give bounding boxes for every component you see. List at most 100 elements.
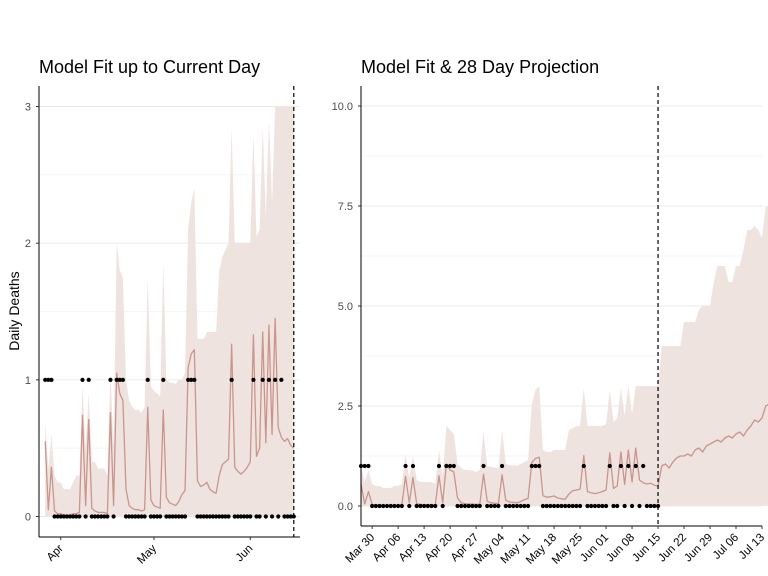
left-observed-point [204, 514, 209, 519]
left-observed-point [257, 514, 262, 519]
left-observed-point [130, 514, 135, 519]
right-x-tick-label: Mar 30 [343, 532, 377, 566]
left-observed-point [108, 377, 113, 382]
right-observed-point [373, 503, 378, 509]
left-observed-point [55, 514, 60, 519]
left-observed-points [43, 377, 296, 519]
right-observed-point [503, 503, 508, 509]
right-observed-point [626, 463, 631, 469]
left-y-tick-label: 1 [25, 375, 31, 387]
left-observed-point [173, 514, 178, 519]
right-observed-point [462, 503, 468, 509]
right-x-tick-label: Jun 22 [656, 532, 689, 565]
left-observed-point [176, 514, 181, 519]
left-observed-point [186, 377, 191, 382]
right-observed-point [414, 503, 419, 509]
right-observed-point [540, 503, 546, 509]
left-observed-point [71, 514, 76, 519]
right-observed-point [459, 503, 464, 509]
left-median-line [44, 317, 295, 516]
right-observed-point [548, 503, 553, 509]
right-x-tick-label: Jun 08 [604, 532, 637, 565]
left-observed-point [254, 514, 259, 519]
right-observed-point [381, 503, 386, 509]
right-observed-point [425, 503, 430, 509]
right-observed-point [455, 503, 460, 509]
right-observed-point [477, 503, 482, 509]
right-x-tick-label: Apr 06 [371, 532, 403, 564]
left-observed-point [279, 377, 284, 382]
left-observed-point [170, 514, 175, 519]
right-observed-point [448, 463, 453, 469]
right-observed-point [451, 463, 456, 469]
right-observed-point [384, 503, 390, 509]
right-observed-point [466, 503, 471, 509]
right-observed-point [533, 463, 538, 469]
right-x-tick-label: Jun 29 [682, 532, 715, 565]
left-axes [38, 86, 300, 538]
right-x-tick-label: Apr 13 [397, 532, 429, 564]
right-y-tick-label: 0.0 [338, 501, 353, 513]
left-observed-point [158, 514, 163, 519]
left-observed-point [229, 377, 234, 382]
right-observed-point [392, 503, 397, 509]
left-observed-point [266, 377, 272, 382]
left-observed-point [148, 514, 153, 519]
right-observed-point [488, 503, 494, 509]
left-observed-point [282, 514, 287, 519]
left-observed-point [195, 514, 200, 519]
right-observed-point [566, 503, 572, 509]
right-observed-point [499, 463, 505, 469]
right-x-tick-label: Jul 06 [711, 532, 741, 562]
right-observed-point [418, 503, 423, 509]
right-observed-point [410, 463, 416, 469]
right-observed-point [633, 463, 638, 469]
left-observed-point [220, 514, 225, 519]
left-observed-point [269, 514, 275, 519]
right-interval-band [361, 206, 768, 506]
right-observed-point [600, 503, 605, 509]
left-observed-point [251, 377, 256, 382]
left-observed-point [263, 514, 268, 519]
left-observed-point [238, 514, 244, 519]
left-observed-point [83, 514, 88, 519]
left-observed-point [142, 514, 147, 519]
right-credible-interval [361, 206, 768, 506]
right-observed-points [358, 463, 661, 509]
right-observed-point [574, 503, 579, 509]
left-y-tick-label: 2 [25, 238, 31, 250]
left-observed-point [74, 514, 79, 519]
right-observed-point [429, 503, 434, 509]
left-observed-point [210, 514, 216, 519]
left-observed-point [248, 514, 253, 519]
left-observed-point [241, 514, 247, 519]
left-observed-point [245, 514, 250, 519]
left-observed-point [285, 514, 290, 519]
right-observed-point [652, 503, 657, 509]
left-observed-point [92, 514, 98, 519]
right-observed-point [648, 503, 653, 509]
left-observed-point [58, 514, 63, 519]
right-observed-point [611, 503, 616, 509]
left-observed-point [223, 514, 228, 519]
right-observed-point [407, 503, 412, 509]
left-observed-point [235, 514, 240, 519]
left-observed-point [161, 377, 166, 382]
right-observed-point [596, 503, 601, 509]
left-observed-point [123, 514, 129, 519]
right-observed-point [388, 503, 393, 509]
left-observed-point [43, 377, 48, 382]
left-observed-point [46, 377, 51, 382]
right-y-ticks: 0.0 2.5 5.0 7.5 10.0 [332, 101, 361, 513]
left-observed-point [260, 377, 265, 382]
left-observed-point [114, 377, 119, 382]
right-observed-point [481, 463, 486, 469]
right-observed-point [525, 503, 531, 509]
right-observed-point [603, 503, 609, 509]
right-observed-point [577, 503, 583, 509]
right-observed-point [629, 503, 635, 509]
